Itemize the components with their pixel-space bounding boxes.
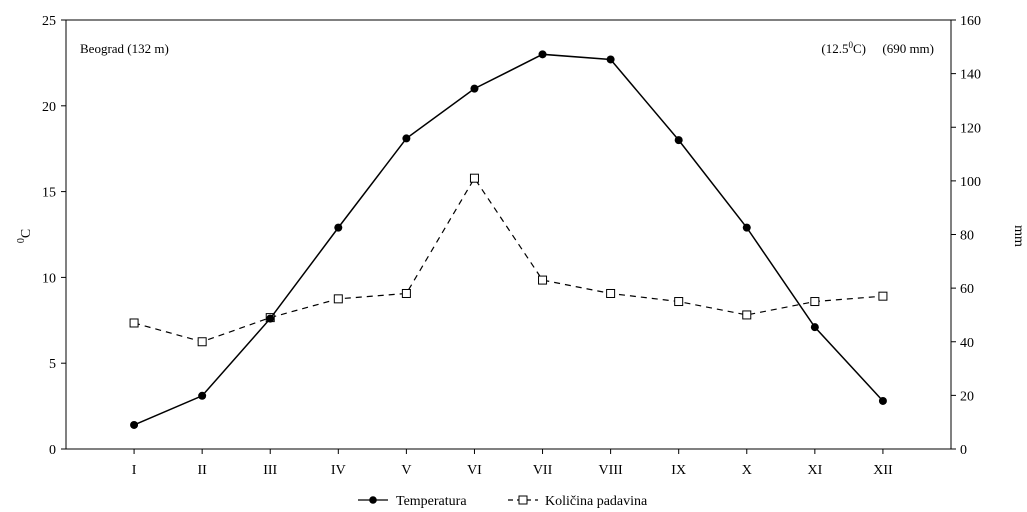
x-tick-label: VI	[467, 463, 482, 478]
y-left-tick-label: 5	[49, 357, 56, 372]
mean-temp-annotation: (12.5	[821, 41, 848, 56]
right-axis-ticks: 0 20 40 60 80 100 120 140 160	[951, 14, 981, 458]
precipitation-point	[810, 297, 820, 307]
precipitation-point	[469, 173, 479, 183]
y-left-tick-label: 10	[42, 271, 56, 286]
precipitation-point	[333, 294, 343, 304]
temperature-point	[470, 84, 479, 93]
legend: Temperatura Količina padavina	[358, 494, 648, 509]
y-left-tick-label: 20	[42, 100, 56, 115]
y-right-tick-label: 60	[960, 282, 974, 297]
legend-temperatura-label: Temperatura	[396, 494, 467, 509]
precipitation-point	[674, 297, 684, 307]
mean-temp-sup: 0	[849, 40, 854, 50]
station-annotation: Beograd (132 m)	[80, 41, 169, 56]
x-tick-label: IV	[331, 463, 346, 478]
y-left-tick-label: 25	[42, 14, 56, 29]
y-right-tick-label: 120	[960, 121, 981, 136]
temperature-point	[402, 134, 411, 143]
temperature-point	[538, 50, 547, 59]
series-layer	[129, 50, 888, 429]
precipitation-point	[742, 310, 752, 320]
temperature-series-line	[133, 53, 884, 426]
precipitation-point	[878, 291, 888, 301]
legend-padavina-marker	[518, 495, 528, 505]
y-right-tick-label: 80	[960, 229, 974, 244]
x-axis-ticks: I II III IV V VI VII VIII IX X XI XII	[132, 449, 893, 478]
x-tick-label: V	[401, 463, 411, 478]
left-axis-ticks: 0 5 10 15 20 25	[42, 14, 66, 458]
x-tick-label: III	[263, 463, 277, 478]
temperature-point	[878, 396, 887, 405]
temperature-point	[334, 223, 343, 232]
y-right-axis-label: mm	[1011, 225, 1026, 247]
y-right-tick-label: 140	[960, 68, 981, 83]
legend-padavina-label: Količina padavina	[545, 494, 648, 509]
temperature-point	[810, 323, 819, 332]
temperature-point	[198, 391, 207, 400]
precipitation-point	[197, 337, 207, 347]
x-tick-label: I	[132, 463, 137, 478]
x-tick-label: XII	[873, 463, 893, 478]
temperature-point	[266, 314, 275, 323]
precipitation-point	[401, 288, 411, 298]
precipitation-point	[129, 318, 139, 328]
y-right-tick-label: 20	[960, 389, 974, 404]
precipitation-point	[606, 288, 616, 298]
y-right-tick-label: 100	[960, 175, 981, 190]
y-left-axis-label: 0C	[16, 229, 34, 243]
precipitation-series-line	[133, 177, 883, 343]
x-tick-label: VIII	[599, 463, 623, 478]
mean-temp-unit: C)	[853, 41, 866, 56]
y-left-axis-label-base: C	[19, 229, 34, 238]
temperature-point	[130, 420, 139, 429]
x-tick-label: II	[197, 463, 207, 478]
y-left-tick-label: 15	[42, 186, 56, 201]
y-left-tick-label: 0	[49, 443, 56, 458]
plot-frame	[65, 19, 952, 450]
x-tick-label: X	[742, 463, 752, 478]
y-right-tick-label: 40	[960, 336, 974, 351]
x-tick-label: VII	[533, 463, 553, 478]
temperature-point	[606, 55, 615, 64]
y-right-tick-label: 160	[960, 14, 981, 29]
x-tick-label: IX	[671, 463, 686, 478]
y-right-tick-label: 0	[960, 443, 967, 458]
x-tick-label: XI	[807, 463, 822, 478]
y-left-axis-label-sup: 0	[16, 238, 27, 243]
legend-temperatura-marker	[369, 496, 377, 504]
precip-total-annotation: (690 mm)	[882, 41, 934, 56]
climate-totals-annotation: (12.50C)	[821, 40, 866, 56]
temperature-point	[674, 136, 683, 145]
temperature-point	[742, 223, 751, 232]
precipitation-point	[538, 275, 548, 285]
